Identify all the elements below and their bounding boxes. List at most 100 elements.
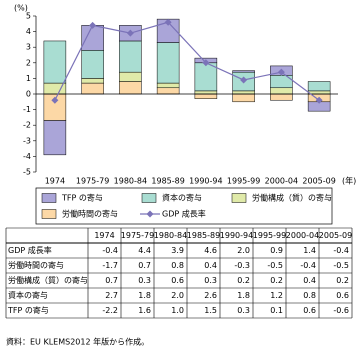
table-cell: 0.3 [237, 306, 250, 315]
legend-label: TFP の寄与 [61, 193, 103, 203]
table-cell: 2.0 [171, 291, 184, 300]
table-cell: 4.6 [204, 246, 217, 255]
bar [119, 40, 142, 73]
table-cell: -0.5 [333, 261, 349, 270]
legend-label: 労働時間の寄与 [62, 209, 118, 219]
marker [51, 96, 59, 104]
table-cell: 2.6 [204, 291, 217, 300]
x-unit: (年) [342, 176, 356, 186]
bar [81, 78, 104, 84]
table-cell: -0.5 [267, 261, 283, 270]
y-unit: (%) [14, 4, 28, 13]
bar [232, 90, 255, 95]
table-cell: 1.6 [138, 306, 151, 315]
table-cell: -2.2 [102, 306, 118, 315]
table-cell: 1.0 [171, 306, 184, 315]
x-tick-label: 2005-09 [302, 177, 335, 186]
table-cell: 1.5 [204, 306, 217, 315]
table-cell: 0.8 [171, 261, 184, 270]
y-tick-label: -2 [23, 121, 31, 130]
marker [277, 68, 285, 76]
legend-marker [146, 210, 154, 218]
legend-swatch [141, 193, 157, 203]
table-header: 1995-99 [253, 231, 286, 240]
y-tick-label: -4 [23, 152, 31, 161]
table-row-label: GDP 成長率 [8, 245, 52, 255]
legend-box [35, 187, 333, 225]
table-cell: 0.9 [270, 246, 283, 255]
bar [232, 93, 255, 103]
bar [156, 42, 180, 84]
table-row-label: 労働構成（質）の寄与 [8, 275, 88, 285]
bar [194, 93, 218, 99]
table-header: 1975-79 [121, 231, 154, 240]
source-note: 資料：EU KLEMS2012 年版から作成。 [6, 337, 149, 347]
table-cell: 2.0 [237, 246, 250, 255]
table-cell: 1.2 [270, 291, 283, 300]
bar [232, 70, 255, 73]
table-cell: 0.6 [336, 291, 349, 300]
bar [307, 81, 331, 92]
x-tick-label: 2000-04 [265, 177, 298, 186]
marker [240, 76, 248, 84]
x-tick-label: 1975-79 [76, 177, 109, 186]
marker [89, 21, 97, 29]
table-row-label: 資本の寄与 [8, 290, 48, 300]
table-cell: 0.3 [204, 276, 217, 285]
bar [194, 90, 218, 95]
legend-swatch [41, 193, 57, 203]
x-tick-label: 1974 [45, 177, 65, 186]
legend-label: 労働構成（質）の寄与 [252, 193, 332, 203]
marker [164, 18, 172, 26]
table-cell: -0.4 [333, 246, 349, 255]
table-cell: 1.8 [138, 291, 151, 300]
bar [156, 87, 180, 95]
y-tick-label: 2 [26, 58, 31, 67]
table-cell: 1.4 [303, 246, 316, 255]
bar [119, 71, 142, 82]
bar [43, 40, 67, 84]
bar [270, 93, 293, 101]
y-tick-label: -5 [23, 168, 31, 177]
bar [81, 82, 104, 95]
bar [307, 90, 331, 95]
x-tick-label: 1995-99 [227, 177, 260, 186]
y-tick-label: 1 [26, 74, 31, 83]
table-cell: 1.8 [237, 291, 250, 300]
table-cell: 0.7 [105, 276, 118, 285]
marker [315, 96, 323, 104]
legend-label: GDP 成長率 [162, 209, 206, 219]
table-header: 2005-09 [319, 231, 352, 240]
bar [119, 81, 142, 95]
table-cell: 0.1 [270, 306, 283, 315]
table-cell: 0.2 [270, 276, 283, 285]
y-tick-label: 3 [26, 43, 31, 52]
table-header: 1974 [94, 231, 114, 240]
legend-swatch [41, 209, 57, 219]
x-tick-label: 1985-89 [151, 177, 184, 186]
bar [81, 25, 104, 51]
table-cell: -0.4 [102, 246, 118, 255]
y-tick-label: -3 [23, 136, 31, 145]
legend-swatch [231, 193, 247, 203]
table-cell: 0.2 [237, 276, 250, 285]
table-cell: -0.3 [234, 261, 250, 270]
table-cell: 0.4 [303, 276, 316, 285]
y-tick-label: -1 [23, 105, 31, 114]
table-cell: -0.6 [333, 306, 349, 315]
table-cell: -0.4 [300, 261, 316, 270]
table-row-label: 労働時間の寄与 [8, 260, 64, 270]
table-header: 2000-04 [286, 231, 319, 240]
table-cell: 0.3 [138, 276, 151, 285]
table-cell: 0.6 [303, 306, 316, 315]
bar [81, 50, 104, 79]
y-tick-label: 4 [26, 27, 31, 36]
table-cell: 3.9 [171, 246, 184, 255]
table-header: 1985-89 [187, 231, 220, 240]
table-cell: -1.7 [102, 261, 118, 270]
marker [126, 29, 134, 37]
x-tick-label: 1990-94 [189, 177, 222, 186]
bar [270, 87, 293, 95]
x-tick-label: 1980-84 [114, 177, 147, 186]
y-tick-label: 0 [26, 90, 31, 99]
